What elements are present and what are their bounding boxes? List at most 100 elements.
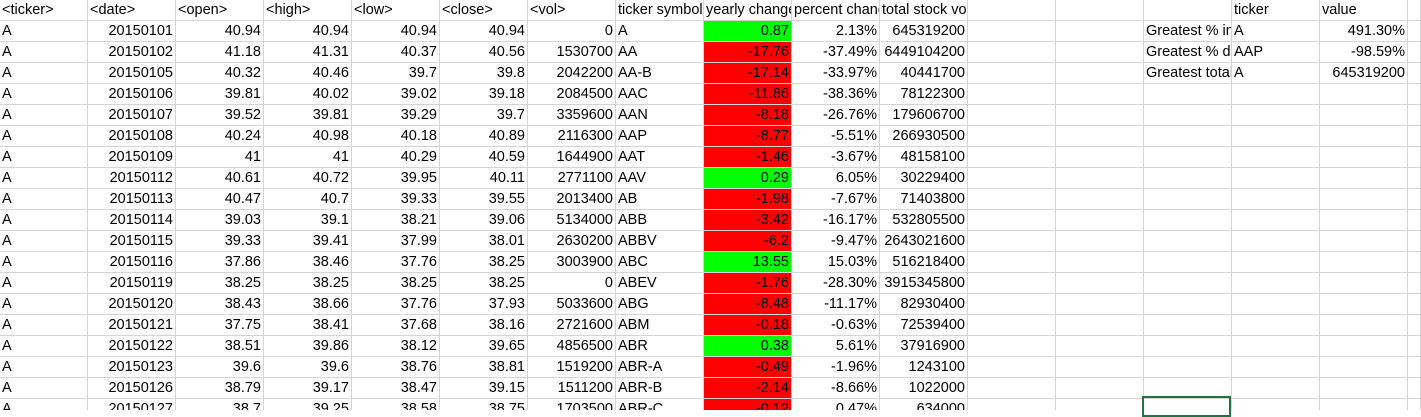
cell-symbol[interactable]: AAP (616, 126, 704, 147)
empty-cell[interactable] (1408, 231, 1421, 252)
empty-cell[interactable] (1056, 0, 1144, 21)
cell-vol[interactable]: 2630200 (528, 231, 616, 252)
summary-label[interactable]: Greatest total volume (1144, 63, 1232, 84)
cell-open[interactable]: 37.86 (176, 252, 264, 273)
empty-cell[interactable] (968, 357, 1056, 378)
empty-cell[interactable] (1056, 126, 1144, 147)
cell-change[interactable]: -8.77 (704, 126, 792, 147)
cell-high[interactable]: 40.98 (264, 126, 352, 147)
cell-vol[interactable]: 1511200 (528, 378, 616, 399)
empty-cell[interactable] (1232, 399, 1320, 410)
empty-cell[interactable] (1320, 210, 1408, 231)
cell-symbol[interactable]: AAT (616, 147, 704, 168)
empty-cell[interactable] (1056, 315, 1144, 336)
cell-symbol[interactable]: ABEV (616, 273, 704, 294)
cell-low[interactable]: 40.29 (352, 147, 440, 168)
summary-ticker[interactable]: AAP (1232, 42, 1320, 63)
cell-ticker[interactable]: A (0, 399, 88, 410)
empty-cell[interactable] (968, 399, 1056, 410)
column-header[interactable]: <open> (176, 0, 264, 21)
empty-cell[interactable] (1232, 336, 1320, 357)
empty-cell[interactable] (968, 168, 1056, 189)
empty-cell[interactable] (1144, 336, 1232, 357)
empty-cell[interactable] (1144, 0, 1232, 21)
cell-close[interactable]: 39.8 (440, 63, 528, 84)
cell-low[interactable]: 39.02 (352, 84, 440, 105)
cell-change[interactable]: 13.55 (704, 252, 792, 273)
empty-cell[interactable] (1056, 357, 1144, 378)
cell-date[interactable]: 20150101 (88, 21, 176, 42)
cell-symbol[interactable]: AAC (616, 84, 704, 105)
cell-low[interactable]: 39.33 (352, 189, 440, 210)
cell-date[interactable]: 20150123 (88, 357, 176, 378)
empty-cell[interactable] (1232, 210, 1320, 231)
cell-open[interactable]: 41.18 (176, 42, 264, 63)
empty-cell[interactable] (1232, 252, 1320, 273)
cell-change[interactable]: -6.2 (704, 231, 792, 252)
empty-cell[interactable] (968, 84, 1056, 105)
cell-change[interactable]: -11.86 (704, 84, 792, 105)
cell-symbol[interactable]: ABB (616, 210, 704, 231)
empty-cell[interactable] (1056, 105, 1144, 126)
empty-cell[interactable] (1408, 105, 1421, 126)
cell-percent[interactable]: -11.17% (792, 294, 880, 315)
empty-cell[interactable] (1144, 147, 1232, 168)
cell-vol[interactable]: 1703500 (528, 399, 616, 410)
empty-cell[interactable] (1144, 273, 1232, 294)
cell-close[interactable]: 40.11 (440, 168, 528, 189)
summary-header[interactable]: ticker (1232, 0, 1320, 21)
empty-cell[interactable] (1144, 378, 1232, 399)
cell-vol[interactable]: 2771100 (528, 168, 616, 189)
cell-close[interactable]: 38.16 (440, 315, 528, 336)
cell-date[interactable]: 20150120 (88, 294, 176, 315)
cell-change[interactable]: -1.46 (704, 147, 792, 168)
empty-cell[interactable] (1408, 336, 1421, 357)
cell-high[interactable]: 41 (264, 147, 352, 168)
cell-date[interactable]: 20150116 (88, 252, 176, 273)
cell-percent[interactable]: -3.67% (792, 147, 880, 168)
cell-ticker[interactable]: A (0, 336, 88, 357)
cell-ticker[interactable]: A (0, 126, 88, 147)
cell-volume[interactable]: 266930500 (880, 126, 968, 147)
cell-date[interactable]: 20150107 (88, 105, 176, 126)
cell-vol[interactable]: 2042200 (528, 63, 616, 84)
cell-vol[interactable]: 3359600 (528, 105, 616, 126)
cell-volume[interactable]: 645319200 (880, 21, 968, 42)
summary-value[interactable]: -98.59% (1320, 42, 1408, 63)
cell-low[interactable]: 40.37 (352, 42, 440, 63)
cell-change[interactable]: -8.18 (704, 105, 792, 126)
empty-cell[interactable] (968, 294, 1056, 315)
cell-percent[interactable]: 2.13% (792, 21, 880, 42)
cell-low[interactable]: 38.12 (352, 336, 440, 357)
cell-change[interactable]: -2.14 (704, 378, 792, 399)
cell-open[interactable]: 40.24 (176, 126, 264, 147)
cell-ticker[interactable]: A (0, 63, 88, 84)
cell-percent[interactable]: -16.17% (792, 210, 880, 231)
cell-close[interactable]: 39.15 (440, 378, 528, 399)
cell-percent[interactable]: -33.97% (792, 63, 880, 84)
cell-ticker[interactable]: A (0, 105, 88, 126)
cell-symbol[interactable]: AAN (616, 105, 704, 126)
summary-ticker[interactable]: A (1232, 21, 1320, 42)
cell-open[interactable]: 40.61 (176, 168, 264, 189)
empty-cell[interactable] (1320, 294, 1408, 315)
column-header[interactable]: total stock volume (880, 0, 968, 21)
empty-cell[interactable] (1056, 378, 1144, 399)
cell-symbol[interactable]: ABG (616, 294, 704, 315)
cell-percent[interactable]: 15.03% (792, 252, 880, 273)
cell-close[interactable]: 39.7 (440, 105, 528, 126)
cell-open[interactable]: 40.47 (176, 189, 264, 210)
cell-high[interactable]: 38.25 (264, 273, 352, 294)
cell-high[interactable]: 39.41 (264, 231, 352, 252)
cell-percent[interactable]: 5.61% (792, 336, 880, 357)
cell-vol[interactable]: 5033600 (528, 294, 616, 315)
cell-close[interactable]: 38.75 (440, 399, 528, 410)
empty-cell[interactable] (1320, 252, 1408, 273)
cell-high[interactable]: 40.72 (264, 168, 352, 189)
cell-high[interactable]: 39.86 (264, 336, 352, 357)
empty-cell[interactable] (968, 231, 1056, 252)
cell-low[interactable]: 38.58 (352, 399, 440, 410)
summary-value[interactable]: 491.30% (1320, 21, 1408, 42)
cell-high[interactable]: 38.66 (264, 294, 352, 315)
cell-change[interactable]: -1.76 (704, 273, 792, 294)
